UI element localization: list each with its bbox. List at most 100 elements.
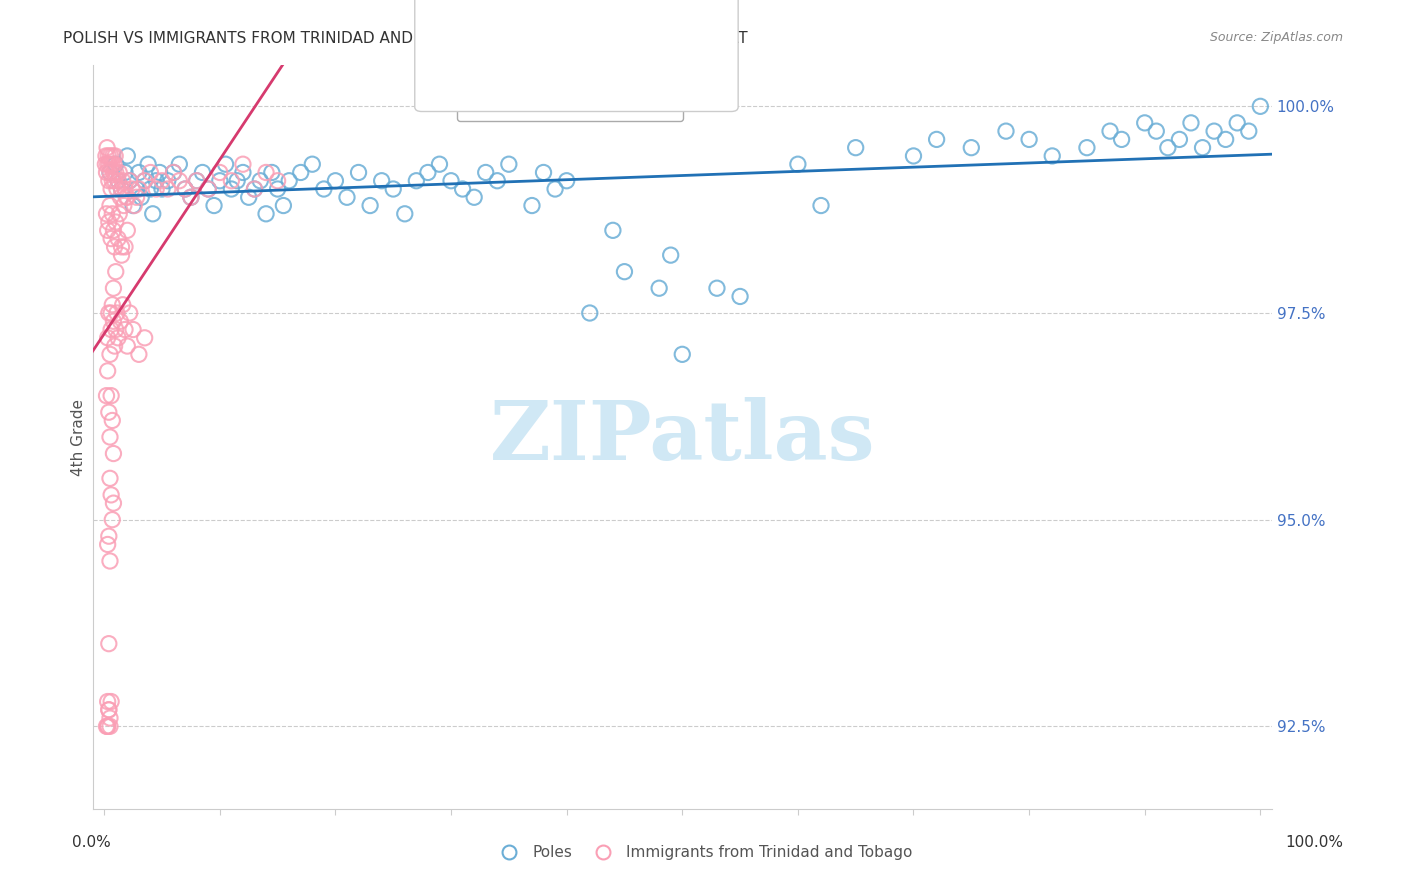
Point [128,165,150,179]
Point [107,174,129,188]
Point [98,430,121,444]
Point [728,289,751,303]
Point [208,174,231,188]
Point [101,174,124,188]
Point [671,347,693,361]
Point [925,132,948,146]
Point [105,182,128,196]
Point [191,165,214,179]
Point [136,157,159,171]
Point [128,182,150,196]
Point [117,223,139,237]
Point [810,198,832,212]
Point [202,198,225,212]
Point [221,174,243,188]
Point [613,265,636,279]
Point [128,347,150,361]
Point [232,157,254,171]
Point [602,223,624,237]
Point [94,149,117,163]
Point [405,174,427,188]
Point [100,488,122,502]
Point [110,240,132,254]
Point [103,281,125,295]
Point [208,165,231,179]
Point [520,198,543,212]
Point [1249,99,1271,113]
Point [180,190,202,204]
Point [117,190,139,204]
Point [100,389,122,403]
Point [108,165,131,179]
Point [325,174,347,188]
Point [107,331,129,345]
Point [149,165,172,179]
Point [118,174,141,188]
Point [97,719,120,733]
Point [1204,124,1226,138]
Point [97,694,120,708]
Point [1191,141,1213,155]
Point [100,231,122,245]
Point [150,182,173,196]
Point [463,190,485,204]
Point [122,322,145,336]
Point [114,322,136,336]
Point [98,719,121,733]
Point [97,149,120,163]
Point [98,554,121,568]
Point [232,165,254,179]
Point [96,207,118,221]
Point [359,198,381,212]
Point [139,165,162,179]
Point [97,405,120,419]
Point [416,165,439,179]
Point [1157,141,1180,155]
Point [101,413,124,427]
Point [370,174,392,188]
Point [100,694,122,708]
Point [104,165,127,179]
Point [110,182,132,196]
Point [97,703,120,717]
Point [118,306,141,320]
Point [1018,132,1040,146]
Point [134,174,156,188]
Point [96,141,118,155]
Point [100,306,122,320]
Point [100,322,122,336]
Point [104,240,127,254]
Point [105,306,128,320]
Point [107,174,129,188]
Point [134,174,156,188]
Point [440,174,463,188]
Point [221,182,243,196]
Point [97,157,120,171]
Point [96,389,118,403]
Point [1076,141,1098,155]
Point [156,174,179,188]
Point [97,637,120,651]
Point [162,165,184,179]
Legend: Poles, Immigrants from Trinidad and Tobago: Poles, Immigrants from Trinidad and Toba… [488,839,918,866]
Point [266,182,288,196]
Point [544,182,567,196]
Point [1040,149,1063,163]
Point [347,165,370,179]
Point [290,165,312,179]
Point [97,306,120,320]
Point [94,157,117,171]
Point [278,174,301,188]
Point [134,331,156,345]
Point [103,223,125,237]
Point [111,174,134,188]
Point [114,240,136,254]
Point [110,182,132,196]
Point [648,281,671,295]
Point [845,141,868,155]
Point [1180,116,1202,130]
Point [117,149,139,163]
Point [97,537,120,551]
Point [1133,116,1156,130]
Point [98,347,121,361]
